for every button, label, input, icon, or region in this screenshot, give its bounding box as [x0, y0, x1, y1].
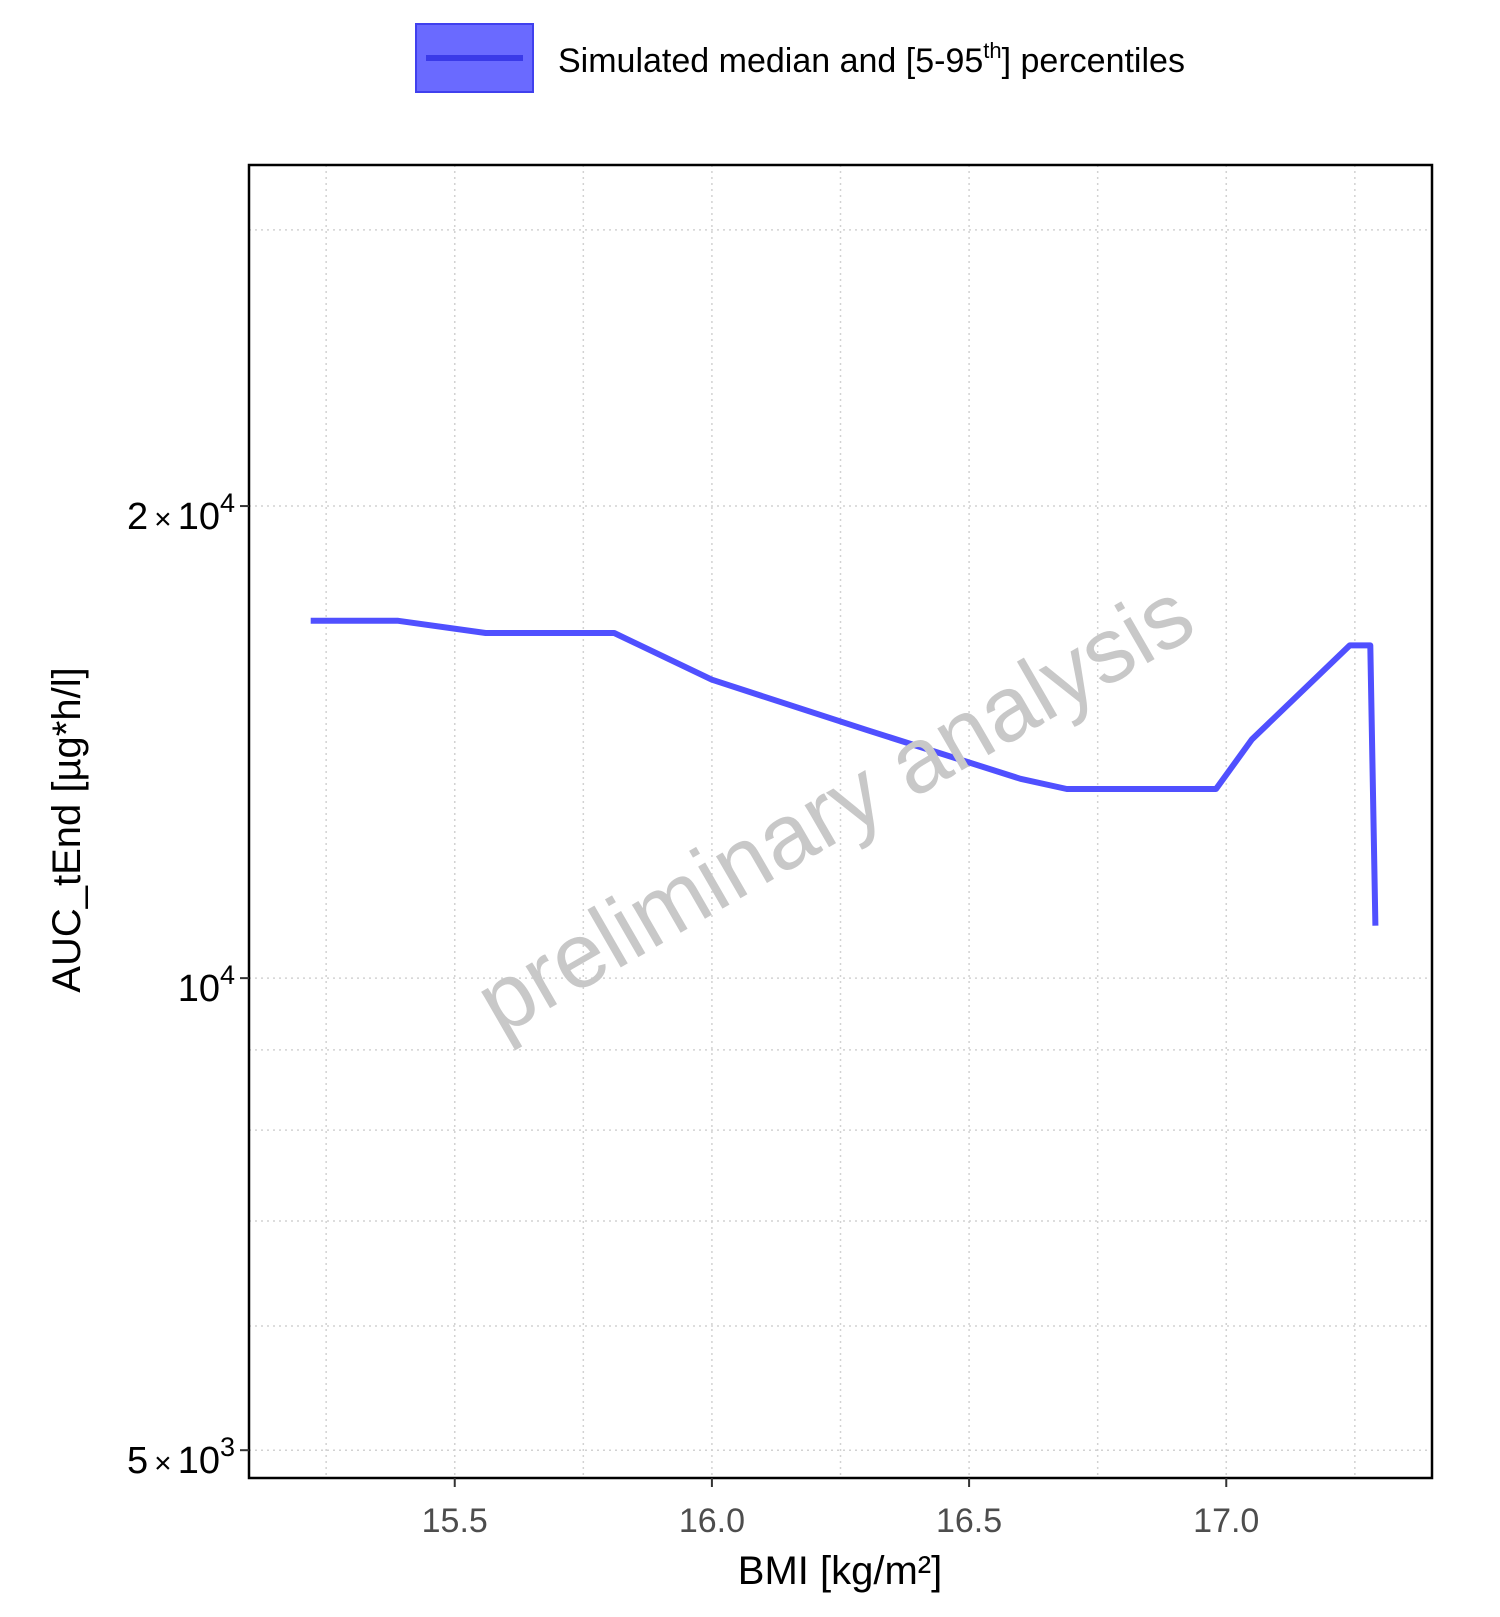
x-tick-label: 16.5 [936, 1502, 1002, 1540]
x-axis-title: BMI [kg/m²] [738, 1549, 942, 1593]
y-tick-label: 104 [178, 960, 235, 1010]
legend: Simulated median and [5-95th] percentile… [415, 23, 1185, 93]
plot-frame [247, 163, 1434, 1480]
y-tick-label: 2 × 104 [127, 488, 235, 538]
x-tick-label: 15.5 [422, 1502, 488, 1540]
series-line [310, 617, 1379, 926]
legend-label: Simulated median and [5-95th] percentile… [558, 38, 1185, 80]
series-layer [310, 617, 1379, 926]
y-axis-title: AUC_tEnd [µg*h/l] [45, 667, 89, 992]
gridlines [249, 165, 1432, 1478]
x-axis: 15.5 16.0 16.5 17.0 [422, 1478, 1259, 1540]
x-tick-label: 17.0 [1193, 1502, 1259, 1540]
y-tick-label: 5 × 103 [127, 1432, 235, 1482]
y-axis: 2 × 104 104 5 × 103 [127, 488, 249, 1482]
x-tick-label: 16.0 [679, 1502, 745, 1540]
